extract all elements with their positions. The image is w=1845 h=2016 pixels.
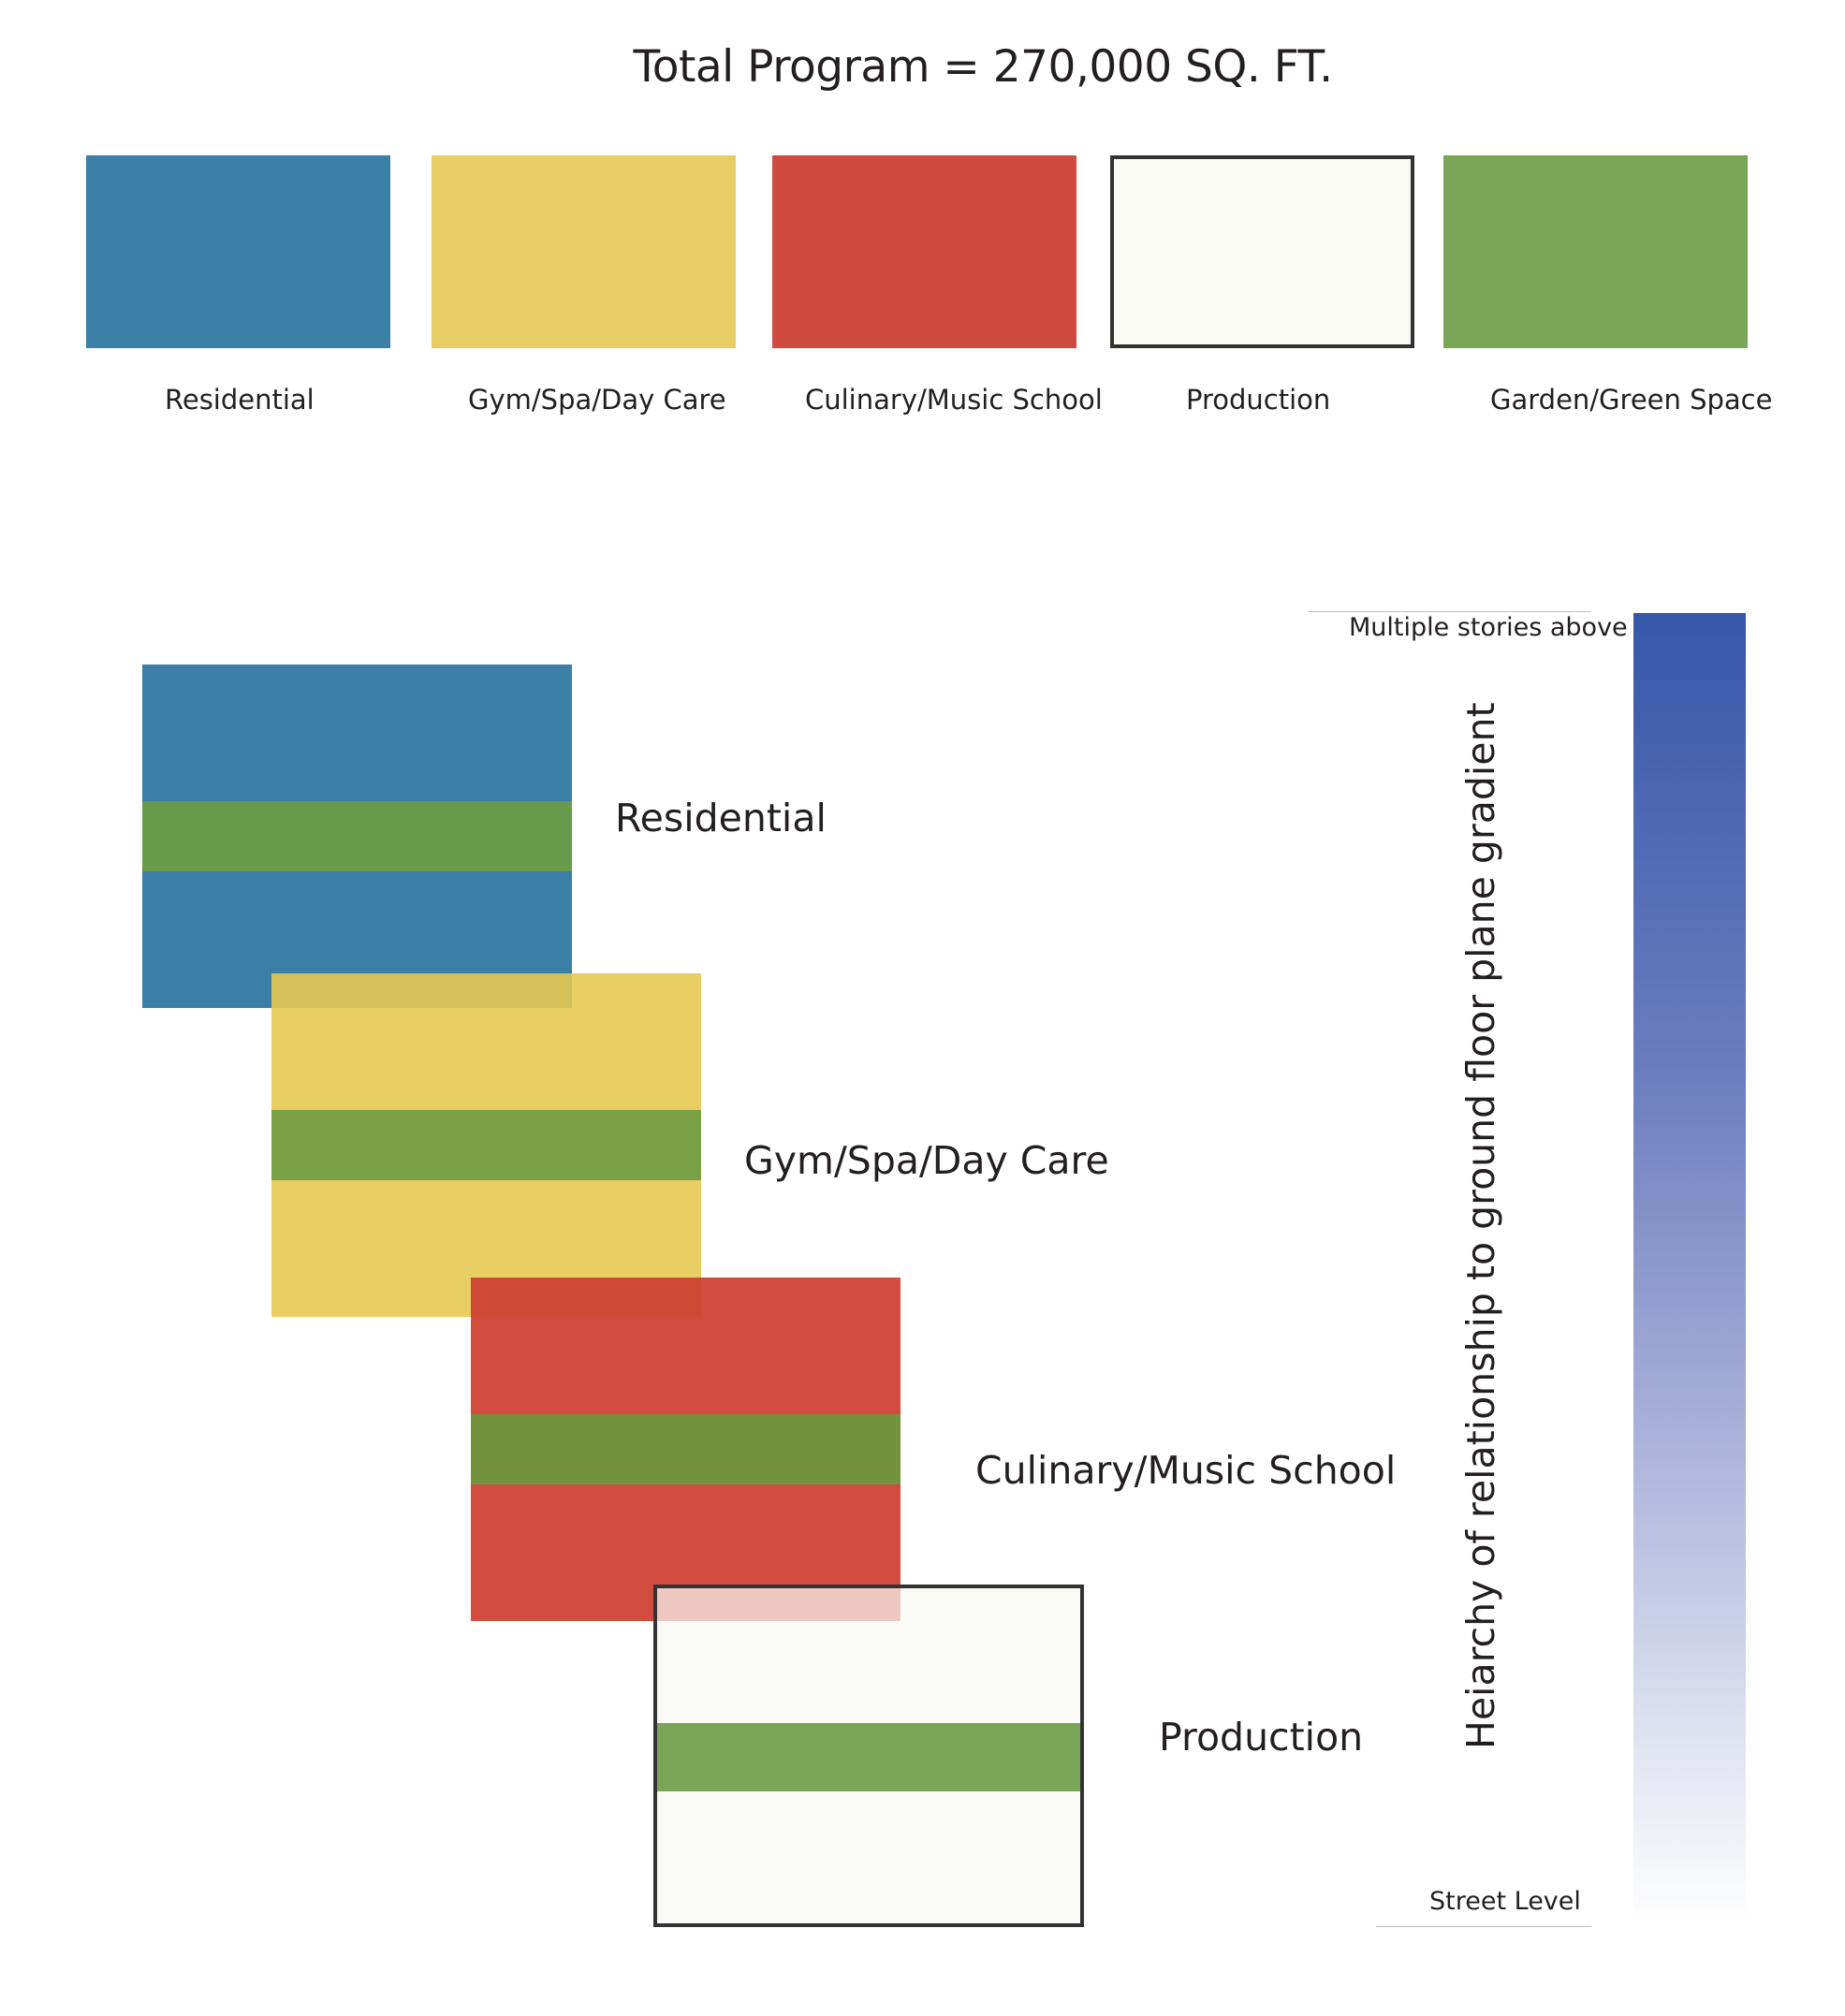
legend-swatch-production (1110, 155, 1414, 348)
scale-top-label: Multiple stories above (1349, 613, 1628, 642)
legend-swatch-culinary-music-school (772, 155, 1076, 348)
block-label-culinary-music-school: Culinary/Music School (975, 1448, 1397, 1493)
scale-bottom-label: Street Level (1429, 1887, 1581, 1916)
block-gym-spa-day-care (271, 973, 701, 1317)
scale-top-line (1308, 611, 1591, 612)
block-label-production: Production (1159, 1715, 1364, 1760)
garden-stripe (657, 1723, 1080, 1791)
legend-swatch-garden-green-space (1443, 155, 1748, 348)
legend-label-gym-spa-day-care: Gym/Spa/Day Care (468, 384, 726, 416)
garden-stripe (471, 1414, 901, 1484)
legend-swatch-residential (86, 155, 390, 348)
block-residential (142, 665, 572, 1008)
block-culinary-music-school (471, 1278, 901, 1621)
legend-swatch-gym-spa-day-care (432, 155, 736, 348)
block-label-gym-spa-day-care: Gym/Spa/Day Care (744, 1138, 1109, 1183)
block-label-residential: Residential (615, 796, 827, 840)
garden-stripe (142, 801, 572, 871)
block-production (653, 1585, 1084, 1927)
hierarchy-gradient-bar (1633, 613, 1746, 1923)
axis-title: Heiarchy of relationship to ground floor… (1458, 702, 1503, 1749)
legend-label-garden-green-space: Garden/Green Space (1490, 384, 1773, 416)
legend-label-residential: Residential (165, 384, 315, 416)
scale-bottom-line (1376, 1926, 1591, 1927)
legend-label-production: Production (1186, 384, 1331, 416)
garden-stripe (271, 1110, 701, 1180)
legend-label-culinary-music-school: Culinary/Music School (805, 384, 1103, 416)
page-title: Total Program = 270,000 SQ. FT. (633, 41, 1333, 93)
